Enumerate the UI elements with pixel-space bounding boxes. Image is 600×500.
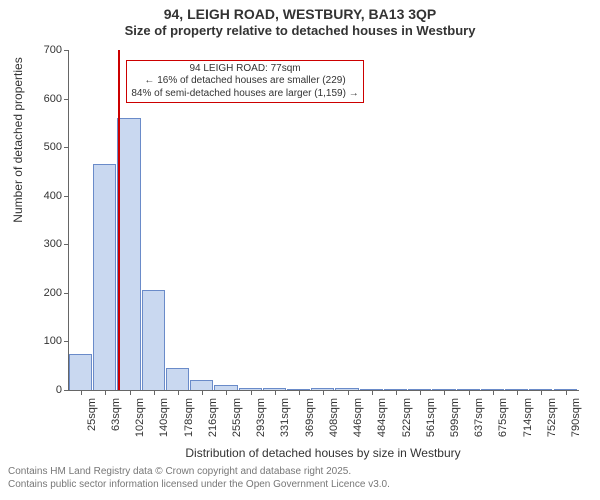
- x-tick-mark: [251, 390, 252, 395]
- y-tick-mark: [64, 341, 69, 342]
- x-tick-label: 484sqm: [376, 398, 388, 448]
- x-tick-mark: [154, 390, 155, 395]
- x-tick-label: 446sqm: [352, 398, 364, 448]
- chart-container: { "title": "94, LEIGH ROAD, WESTBURY, BA…: [0, 0, 600, 500]
- y-tick-mark: [64, 293, 69, 294]
- y-tick-mark: [64, 196, 69, 197]
- reference-line: [118, 50, 120, 390]
- annotation-line: ← 16% of detached houses are smaller (22…: [131, 75, 358, 88]
- y-tick-label: 700: [0, 44, 62, 56]
- annotation-line: 84% of semi-detached houses are larger (…: [131, 88, 358, 101]
- x-tick-mark: [323, 390, 324, 395]
- x-axis-label: Distribution of detached houses by size …: [68, 446, 578, 460]
- x-tick-label: 331sqm: [279, 398, 291, 448]
- x-tick-label: 752sqm: [546, 398, 558, 448]
- y-tick-label: 600: [0, 93, 62, 105]
- x-tick-label: 216sqm: [207, 398, 219, 448]
- x-tick-label: 369sqm: [304, 398, 316, 448]
- x-tick-label: 637sqm: [473, 398, 485, 448]
- x-tick-label: 599sqm: [449, 398, 461, 448]
- x-tick-label: 714sqm: [522, 398, 534, 448]
- y-tick-label: 500: [0, 141, 62, 153]
- x-tick-mark: [469, 390, 470, 395]
- x-tick-mark: [81, 390, 82, 395]
- y-tick-mark: [64, 244, 69, 245]
- annotation-line: 94 LEIGH ROAD: 77sqm: [131, 63, 358, 76]
- x-tick-mark: [541, 390, 542, 395]
- histogram-bar: [69, 354, 92, 390]
- x-tick-mark: [420, 390, 421, 395]
- y-tick-label: 100: [0, 335, 62, 347]
- x-tick-mark: [202, 390, 203, 395]
- x-tick-label: 522sqm: [401, 398, 413, 448]
- x-tick-mark: [299, 390, 300, 395]
- x-tick-label: 140sqm: [158, 398, 170, 448]
- y-tick-label: 300: [0, 238, 62, 250]
- chart-title: 94, LEIGH ROAD, WESTBURY, BA13 3QP: [0, 0, 600, 23]
- x-tick-mark: [566, 390, 567, 395]
- histogram-bar: [142, 290, 165, 390]
- x-tick-mark: [372, 390, 373, 395]
- x-tick-mark: [517, 390, 518, 395]
- x-tick-label: 561sqm: [425, 398, 437, 448]
- x-tick-label: 102sqm: [134, 398, 146, 448]
- histogram-bar: [190, 380, 213, 390]
- histogram-bar: [93, 164, 116, 390]
- chart-subtitle: Size of property relative to detached ho…: [0, 23, 600, 39]
- histogram-bar: [166, 368, 189, 390]
- y-tick-label: 0: [0, 384, 62, 396]
- x-tick-mark: [275, 390, 276, 395]
- x-tick-mark: [493, 390, 494, 395]
- x-tick-label: 178sqm: [183, 398, 195, 448]
- x-tick-mark: [130, 390, 131, 395]
- annotation-box: 94 LEIGH ROAD: 77sqm← 16% of detached ho…: [126, 60, 363, 104]
- y-tick-label: 400: [0, 190, 62, 202]
- plot-area: 94 LEIGH ROAD: 77sqm← 16% of detached ho…: [68, 50, 579, 391]
- x-tick-mark: [226, 390, 227, 395]
- chart-footer: Contains HM Land Registry data © Crown c…: [8, 466, 390, 491]
- x-tick-mark: [105, 390, 106, 395]
- y-tick-mark: [64, 50, 69, 51]
- x-tick-label: 25sqm: [86, 398, 98, 448]
- x-tick-label: 255sqm: [231, 398, 243, 448]
- x-tick-mark: [178, 390, 179, 395]
- y-tick-mark: [64, 147, 69, 148]
- x-tick-mark: [444, 390, 445, 395]
- y-tick-label: 200: [0, 287, 62, 299]
- x-tick-label: 675sqm: [497, 398, 509, 448]
- footer-line: Contains HM Land Registry data © Crown c…: [8, 466, 390, 479]
- y-tick-mark: [64, 99, 69, 100]
- y-tick-mark: [64, 390, 69, 391]
- footer-line: Contains public sector information licen…: [8, 479, 390, 492]
- x-tick-mark: [396, 390, 397, 395]
- x-tick-label: 293sqm: [255, 398, 267, 448]
- x-tick-label: 408sqm: [328, 398, 340, 448]
- histogram-bar: [117, 118, 140, 390]
- x-tick-label: 790sqm: [570, 398, 582, 448]
- x-tick-label: 63sqm: [110, 398, 122, 448]
- x-tick-mark: [348, 390, 349, 395]
